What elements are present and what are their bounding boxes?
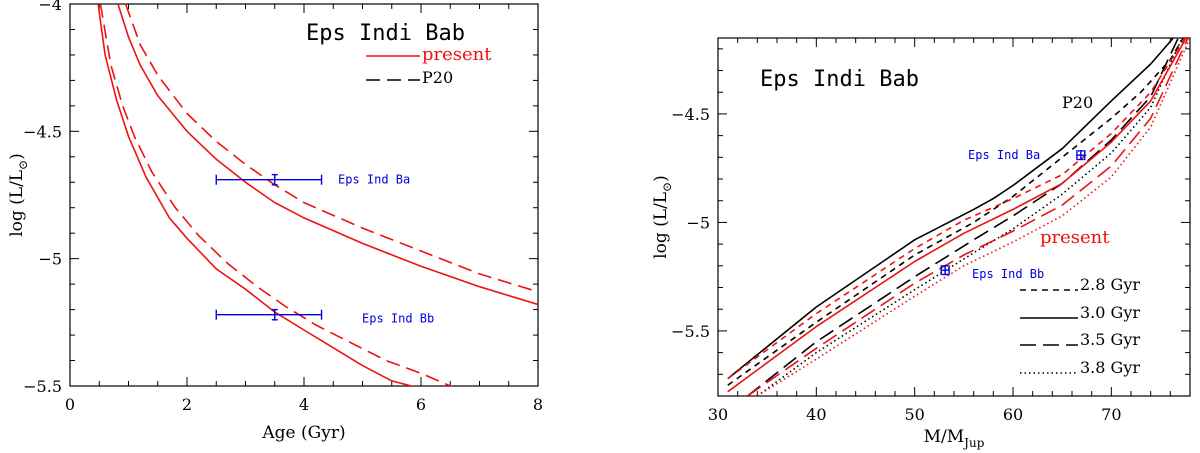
series-line-present-3-8-gyr: [756, 38, 1190, 396]
annotation-eps-ind-bb: Eps Ind Bb: [972, 267, 1044, 281]
y-tick-label: −5: [686, 213, 710, 232]
series-line-p20-2-8-gyr: [727, 38, 1184, 386]
error-bar-eps-ind-bb: [215, 308, 323, 321]
series-group: [97, 4, 538, 386]
legend-label-3.8-gyr: 3.8 Gyr: [1080, 358, 1140, 377]
x-tick-label: 40: [806, 405, 826, 424]
x-tick-label: 0: [65, 395, 75, 414]
series-line-present-lower-: [97, 4, 415, 386]
legend-label-p20: P20: [422, 68, 453, 87]
error-bar-eps-ind-bb: [940, 265, 950, 276]
annotation-eps-ind-ba: Eps Ind Ba: [968, 148, 1040, 162]
annotation-eps-ind-bb: Eps Ind Bb: [362, 312, 434, 326]
x-tick-label: 2: [182, 395, 192, 414]
annotation-eps-ind-ba: Eps Ind Ba: [338, 173, 410, 187]
x-axis-label: M/MJup: [924, 427, 985, 450]
error-bar-eps-ind-ba: [215, 173, 323, 186]
y-axis-label-sub: ⊙: [16, 160, 30, 170]
series-line-present-3-5-gyr: [747, 38, 1189, 396]
series-line-present-3-0-gyr: [727, 38, 1187, 393]
y-tick-label: −5: [38, 250, 62, 269]
y-axis-label: log (L/L⊙): [7, 153, 30, 237]
chart-panel-2: 30 40 50 60 70 −5.5 −5 −4.5 M/MJup log (L/L⊙) Eps …: [651, 37, 1191, 450]
series-line-present-2-8-gyr: [727, 38, 1186, 380]
legend-label-present: present: [422, 44, 492, 65]
y-axis-label-close: ): [7, 153, 27, 160]
series-line-p20-lower-: [99, 4, 453, 386]
x-axis-label-text: M/M: [924, 427, 965, 447]
y-axis-label-text: log (L/L: [7, 170, 27, 237]
x-axis-label-sub: Jup: [962, 436, 985, 450]
y-tick-label: −4: [38, 0, 62, 14]
y-tick-label: −5.5: [23, 377, 62, 396]
x-tick-label: 6: [416, 395, 426, 414]
y-tick-label: −4.5: [671, 105, 710, 124]
y-axis-label-text: log (L/L: [651, 192, 671, 259]
x-tick-label: 30: [708, 405, 728, 424]
legend-label-3.0-gyr: 3.0 Gyr: [1080, 303, 1140, 322]
legend: 2.8 Gyr 3.0 Gyr 3.5 Gyr 3.8 Gyr: [1020, 275, 1140, 377]
model-label-p20: P20: [1062, 93, 1093, 112]
x-axis-label-text: Age (Gyr): [261, 423, 345, 443]
y-tick-label: −5.5: [671, 322, 710, 341]
x-tick-label: 8: [533, 395, 543, 414]
x-axis-label: Age (Gyr): [261, 423, 345, 443]
model-label-present: present: [1040, 227, 1110, 248]
x-tick-label: 70: [1101, 405, 1121, 424]
error-bar-eps-ind-ba: [1076, 150, 1086, 161]
legend-label-3.5-gyr: 3.5 Gyr: [1080, 330, 1140, 349]
series-line-present-upper-: [117, 4, 538, 306]
y-axis-label: log (L/L⊙): [651, 175, 674, 259]
chart-title: Eps Indi Bab: [306, 21, 465, 46]
legend-label-2.8-gyr: 2.8 Gyr: [1080, 275, 1140, 294]
chart-title: Eps Indi Bab: [760, 67, 919, 92]
series-line-p20-3-0-gyr: [727, 38, 1174, 380]
y-axis-label-close: ): [651, 175, 671, 182]
series-line-p20-3-5-gyr: [747, 38, 1179, 396]
x-tick-label: 60: [1003, 405, 1023, 424]
chart-panel-1: 0 2 4 6 8 −5.5 −5 −4.5 −4 Age (Gyr) log (L/L⊙) Eps …: [7, 0, 543, 443]
x-tick-label: 4: [299, 395, 309, 414]
series-group: [727, 38, 1190, 396]
y-axis-label-sub: ⊙: [660, 182, 674, 192]
x-tick-label: 50: [904, 405, 924, 424]
legend: present P20: [366, 44, 492, 87]
y-tick-label: −4.5: [23, 122, 62, 141]
series-line-p20-upper-: [124, 4, 538, 293]
